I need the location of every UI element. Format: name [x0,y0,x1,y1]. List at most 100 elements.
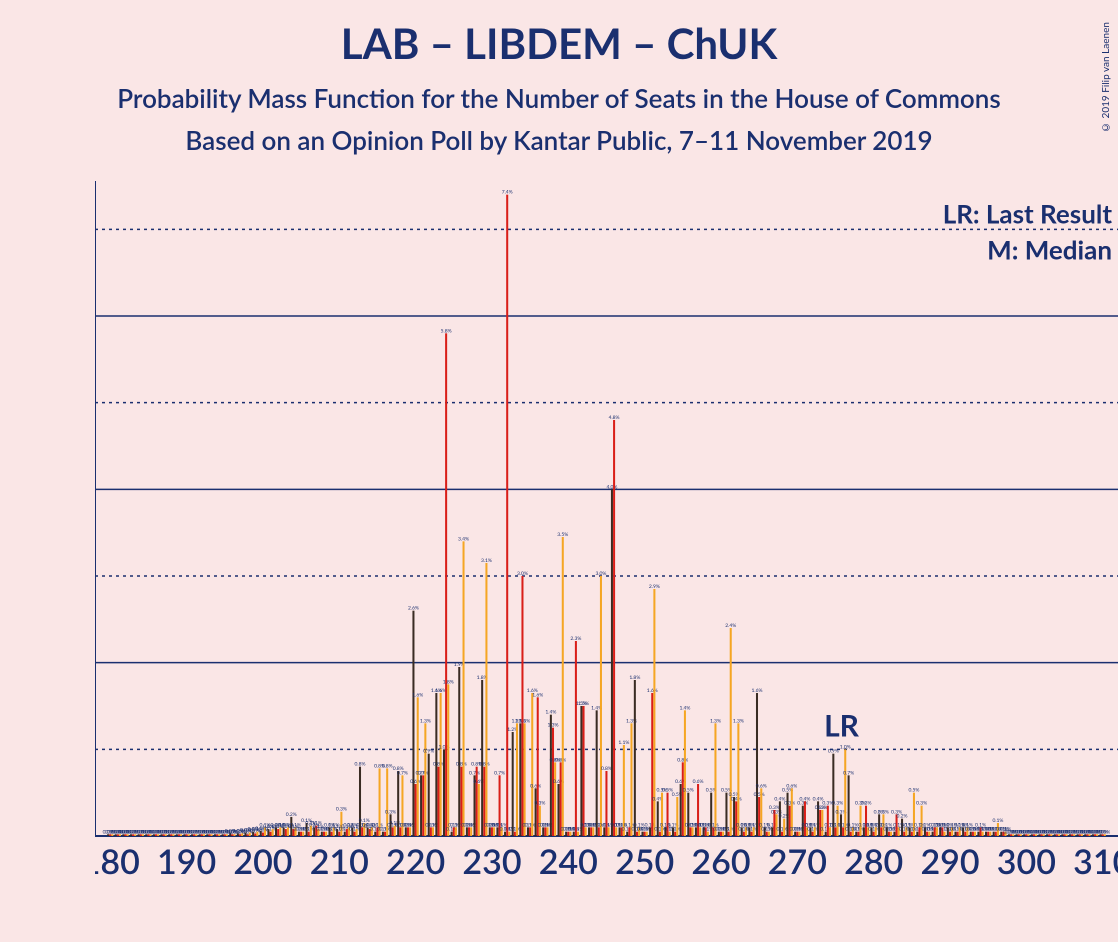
bar [865,806,867,836]
bar [827,806,829,836]
chart-subtitle-1: Probability Mass Function for the Number… [0,82,1118,114]
bar [714,723,716,836]
bar [613,420,615,836]
bar [554,762,556,836]
bar-value-label: 1.6% [532,692,543,698]
bar [628,827,630,836]
bar [481,680,483,836]
x-tick-label: 280 [844,841,903,876]
bar [608,827,610,836]
bar [730,628,732,836]
bar-value-label: 0.3% [336,807,347,813]
bar [531,693,533,836]
bar [758,797,760,836]
bar [787,793,789,836]
bar [399,827,401,836]
bar-value-label: 0.1% [525,822,536,828]
bar [676,797,678,836]
bar [692,827,694,836]
bar [512,732,514,836]
bar [687,793,689,836]
chart-title: LAB – LIBDEM – ChUK [0,18,1118,68]
bar [580,706,582,836]
bar [412,611,414,836]
bar-value-label: 0.1% [723,827,734,833]
bar [415,784,417,836]
chart-plot-area: 2%4%6%1801902002102202302402502602702802… [95,176,1118,876]
bar [440,693,442,836]
bar [583,706,585,836]
bar [468,827,470,836]
bar [458,667,460,836]
bar-value-label: 0.8% [601,766,612,772]
bar-value-label: 0.7% [418,770,429,776]
bar-value-label: 0.0% [1099,829,1110,835]
bar [588,827,590,836]
bar-value-label: 3.0% [517,571,528,577]
bar-value-label: 1.3% [548,723,559,729]
bar-value-label: 1.4% [545,710,556,716]
legend-lr: LR: Last Result [943,197,1113,229]
bar [880,827,882,836]
bar [611,489,613,836]
bar-value-label: 0.6% [410,779,421,785]
lr-marker-label: LR [824,707,860,743]
bar [875,827,877,836]
bar-value-label: 2.6% [408,606,419,612]
bar [272,829,274,836]
bar-value-label: 1.3% [420,718,431,724]
bar-value-label: 1.5% [578,701,589,707]
bar-value-label: 0.6% [786,783,797,789]
bar-value-label: 0.7% [494,770,505,776]
bar [590,827,592,836]
bar-value-label: 1.1% [618,740,629,746]
bar-value-label: 5.8% [441,328,452,334]
bar [615,827,617,836]
bar [771,827,773,836]
bar [527,827,529,836]
bar [814,827,816,836]
bar [585,827,587,836]
bar-value-label: 0.2% [897,814,908,820]
bar [619,827,621,836]
bar [689,827,691,836]
bar [834,827,836,836]
bar-value-label: 0.1% [670,827,681,833]
bar [420,775,422,836]
bar-value-label: 0.4% [799,796,810,802]
bar-value-label: 1.3% [710,718,721,724]
bar-value-label: 0.5% [683,788,694,794]
bar-value-label: 1.3% [519,718,530,724]
bar-value-label: 0.5% [908,788,919,794]
bar [432,827,434,836]
bar-value-label: 0.8% [382,763,393,769]
bar [537,697,539,836]
bar-value-label: 0.8% [677,757,688,763]
bar [422,775,424,836]
bar [661,793,663,836]
copyright-notice: © 2019 Filip van Laenen [1100,22,1112,133]
bar-value-label: 4.8% [609,415,620,421]
bar-value-label: 1.6% [647,688,658,694]
bar [783,819,785,836]
bar-value-label: 1.8% [629,675,640,681]
bar-value-label: 0.6% [530,783,541,789]
bar-value-label: 0.8% [479,762,490,768]
bar-value-label: 0.9% [828,749,839,755]
bar-value-label: 0.3% [878,809,889,815]
bar-value-label: 0.8% [555,757,566,763]
bar [407,827,409,836]
bar-value-label: 0.5% [754,792,765,798]
x-tick-label: 220 [386,841,445,876]
bar [735,801,737,836]
bar [680,784,682,836]
chart-svg: 2%4%6%1801902002102202302402502602702802… [95,176,1118,876]
bar [802,806,804,836]
bar [546,827,548,836]
bar [630,723,632,836]
bar-value-label: 1.3% [733,718,744,724]
bar [592,827,594,836]
bar [844,749,846,836]
bar-value-label: 0.9% [423,749,434,755]
x-tick-label: 260 [691,841,750,876]
